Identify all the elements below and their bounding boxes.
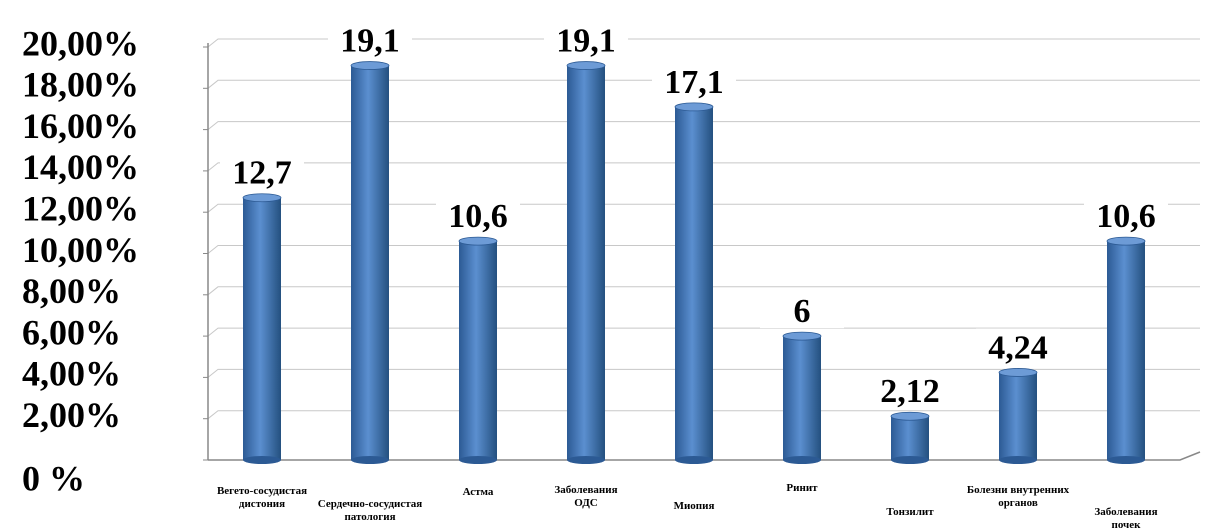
x-tick-label: Заболевания ОДС — [554, 484, 618, 509]
x-tick-label: Ринит — [786, 482, 818, 494]
y-tick-label: 16,00% — [22, 106, 139, 146]
grid-line — [207, 162, 1200, 172]
y-tick-label: 18,00% — [22, 65, 139, 105]
bar — [891, 416, 929, 460]
bar-top — [566, 61, 606, 70]
bar-top — [890, 411, 930, 421]
value-label: 6 — [794, 293, 811, 330]
value-label: 19,1 — [556, 23, 616, 60]
value-label: 10,6 — [448, 198, 508, 235]
bar-top — [1106, 236, 1146, 246]
value-label-bg — [328, 21, 412, 58]
value-label-bg — [220, 153, 304, 190]
value-label-bg — [1084, 197, 1168, 234]
value-label: 4,24 — [988, 329, 1048, 366]
bar-top — [998, 368, 1038, 377]
bar — [459, 241, 497, 460]
bar — [999, 372, 1037, 460]
bar-top — [242, 193, 282, 203]
grid-line — [207, 121, 1200, 130]
y-tick-label: 2,00% — [22, 395, 121, 435]
bar — [351, 65, 389, 461]
x-tick-label: Сердечно-сосудистая патология — [317, 498, 423, 523]
value-label: 10,6 — [1096, 198, 1156, 235]
value-label: 17,1 — [664, 64, 724, 101]
bar — [1107, 241, 1145, 460]
x-tick-label: Астма — [462, 486, 494, 498]
grid-line — [207, 203, 1200, 213]
bar-top — [458, 236, 498, 246]
bar-bottom — [891, 456, 929, 464]
value-label: 12,7 — [232, 155, 292, 192]
grid-line — [207, 38, 1200, 48]
y-tick-label: 8,00% — [22, 271, 121, 311]
y-tick-label: 20,00% — [22, 23, 139, 63]
bar-top — [350, 61, 390, 70]
bar — [567, 65, 605, 461]
y-tick-label: 14,00% — [22, 147, 139, 187]
bar-top — [674, 102, 714, 112]
grid-line — [207, 286, 1200, 296]
grid-line — [207, 79, 1200, 89]
value-label-bg — [544, 21, 628, 58]
x-tick-label: Тонзилит — [886, 506, 934, 518]
grid-line — [207, 245, 1200, 254]
bar-bottom — [567, 456, 605, 464]
value-label-bg — [976, 328, 1060, 365]
y-tick-label: 10,00% — [22, 230, 139, 270]
bar — [243, 197, 281, 460]
bar-bottom — [675, 456, 713, 464]
x-tick-label: Заболевания почек — [1094, 506, 1158, 531]
value-label-bg — [652, 62, 736, 99]
bar-bottom — [1107, 456, 1145, 464]
bar — [783, 336, 821, 460]
grid-line — [207, 368, 1200, 378]
bar-bottom — [243, 456, 281, 464]
value-label-bg — [436, 197, 520, 234]
value-label-bg — [868, 372, 952, 409]
bar-bottom — [783, 456, 821, 464]
bar-top — [782, 331, 822, 341]
x-axis — [208, 451, 1201, 461]
x-tick-label: Миопия — [673, 500, 715, 512]
y-tick-label: 0 % — [22, 458, 85, 498]
bar-bottom — [999, 456, 1037, 464]
value-label-bg — [760, 292, 844, 329]
x-tick-label: Вегето-сосудистая дистония — [216, 485, 308, 510]
bar-bottom — [351, 456, 389, 464]
y-tick-label: 6,00% — [22, 312, 121, 352]
bar-bottom — [459, 456, 497, 464]
y-tick-label: 12,00% — [22, 188, 139, 228]
value-label: 2,12 — [880, 373, 940, 410]
bar — [675, 106, 713, 460]
x-tick-label: Болезни внутренних органов — [966, 484, 1070, 509]
grid-line — [207, 410, 1200, 420]
y-tick-label: 4,00% — [22, 354, 121, 394]
grid-line — [207, 327, 1200, 337]
value-label: 19,1 — [340, 23, 400, 60]
